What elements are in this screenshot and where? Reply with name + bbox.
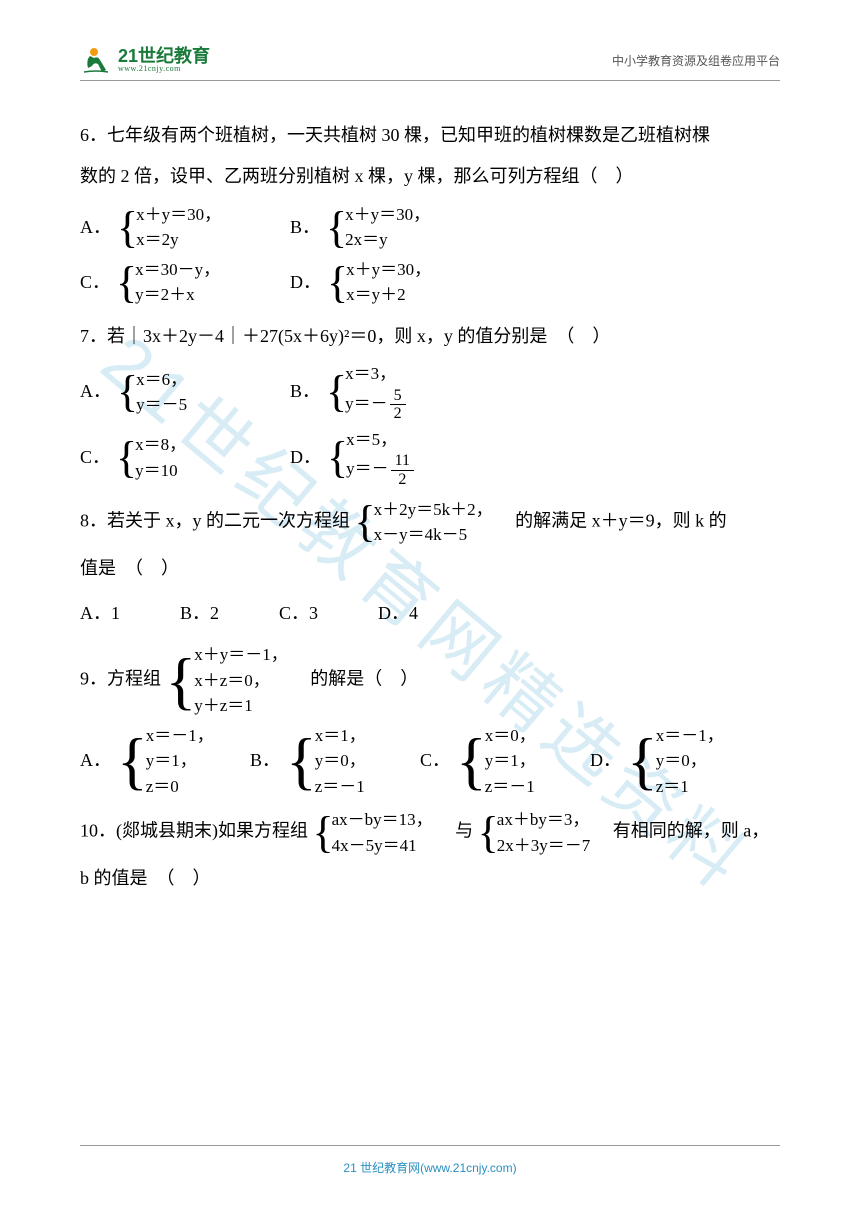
q8-choice-d: D．4 — [378, 593, 418, 634]
q10-line2: b 的值是 （ ） — [80, 858, 780, 899]
q6-choice-d: D． {x＋y＝30，x＝y＋2 — [290, 257, 500, 308]
q7-choice-b: B． {x＝3，y＝－52 — [290, 361, 500, 423]
q7-text: 7．若｜3x＋2y－4｜＋27(5x＋6y)²＝0，则 x，y 的值分别是 （ … — [80, 316, 780, 357]
q7-choice-c: C． {x＝8，y＝10 — [80, 432, 290, 483]
q8-line2: 值是 （ ） — [80, 548, 780, 589]
logo-main-text: 21世纪教育 — [118, 47, 210, 65]
q6-choice-a: A． {x＋y＝30，x＝2y — [80, 202, 290, 253]
page-header: 21世纪教育 www.21cnjy.com 中小学教育资源及组卷应用平台 — [0, 30, 860, 90]
q8-line1: 8．若关于 x，y 的二元一次方程组 {x＋2y＝5k＋2，x－y＝4k－5 的… — [80, 497, 780, 548]
footer-divider — [80, 1145, 780, 1146]
question-9: 9．方程组 {x＋y＝－1，x＋z＝0，y＋z＝1 的解是（ ） A． {x＝－… — [80, 642, 780, 799]
logo-sub-text: www.21cnjy.com — [118, 65, 210, 73]
header-divider — [80, 80, 780, 81]
q9-choice-c: C． {x＝0，y＝1，z＝－1 — [420, 723, 590, 800]
q9-choice-a: A． {x＝－1，y＝1，z＝0 — [80, 723, 250, 800]
q9-choice-b: B． {x＝1，y＝0，z＝－1 — [250, 723, 420, 800]
question-8: 8．若关于 x，y 的二元一次方程组 {x＋2y＝5k＋2，x－y＝4k－5 的… — [80, 497, 780, 635]
q6-line1: 6．七年级有两个班植树，一天共植树 30 棵，已知甲班的植树棵数是乙班植树棵 — [80, 115, 780, 156]
q8-choice-b: B．2 — [180, 593, 219, 634]
content-area: 6．七年级有两个班植树，一天共植树 30 棵，已知甲班的植树棵数是乙班植树棵 数… — [80, 115, 780, 908]
q6-choice-c: C． {x＝30－y，y＝2＋x — [80, 257, 290, 308]
logo: 21世纪教育 www.21cnjy.com — [80, 44, 210, 76]
footer-text: 21 世纪教育网(www.21cnjy.com) — [0, 1159, 860, 1176]
question-7: 7．若｜3x＋2y－4｜＋27(5x＋6y)²＝0，则 x，y 的值分别是 （ … — [80, 316, 780, 489]
q9-line1: 9．方程组 {x＋y＝－1，x＋z＝0，y＋z＝1 的解是（ ） — [80, 642, 780, 719]
header-right-text: 中小学教育资源及组卷应用平台 — [612, 52, 780, 69]
question-6: 6．七年级有两个班植树，一天共植树 30 棵，已知甲班的植树棵数是乙班植树棵 数… — [80, 115, 780, 308]
q8-choice-a: A．1 — [80, 593, 120, 634]
q6-choice-b: B． {x＋y＝30，2x＝y — [290, 202, 500, 253]
q8-choices: A．1 B．2 C．3 D．4 — [80, 593, 780, 634]
logo-icon — [80, 44, 112, 76]
q6-line2: 数的 2 倍，设甲、乙两班分别植树 x 棵，y 棵，那么可列方程组（ ） — [80, 156, 780, 197]
q7-choice-a: A． {x＝6，y＝－5 — [80, 367, 290, 418]
q10-line1: 10．(郯城县期末)如果方程组 {ax－by＝13，4x－5y＝41 与 {ax… — [80, 807, 780, 858]
question-10: 10．(郯城县期末)如果方程组 {ax－by＝13，4x－5y＝41 与 {ax… — [80, 807, 780, 899]
q8-choice-c: C．3 — [279, 593, 318, 634]
q9-choice-d: D． {x＝－1，y＝0，z＝1 — [590, 723, 760, 800]
q7-choice-d: D． {x＝5，y＝－112 — [290, 427, 500, 489]
